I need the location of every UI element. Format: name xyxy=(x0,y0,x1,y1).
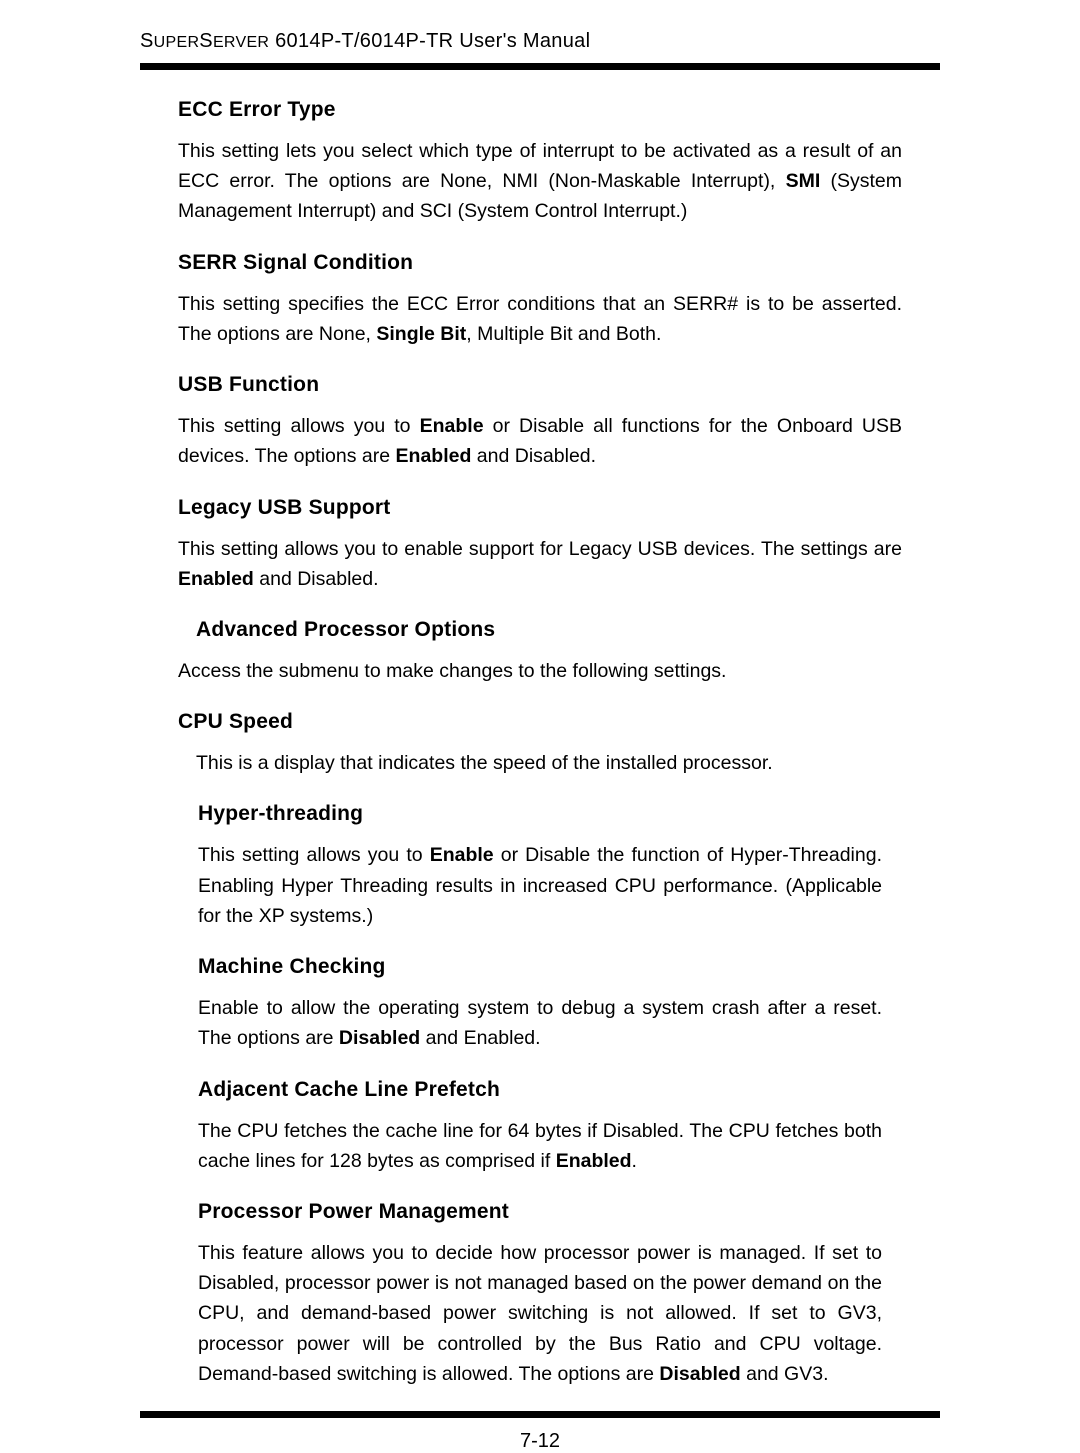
footer-rule xyxy=(140,1411,940,1418)
header-rule xyxy=(140,63,940,70)
heading-serr-signal: SERR Signal Condition xyxy=(178,251,902,275)
heading-advanced-processor: Advanced Processor Options xyxy=(178,618,902,642)
heading-legacy-usb: Legacy USB Support xyxy=(178,496,902,520)
para-advproc: Access the submenu to make changes to th… xyxy=(178,656,902,686)
document-page: SUPERSERVER 6014P-T/6014P-TR User's Manu… xyxy=(0,0,1080,1453)
para-usb: This setting allows you to Enable or Dis… xyxy=(178,411,902,471)
para-ecc: This setting lets you select which type … xyxy=(178,136,902,227)
main-content: ECC Error Type This setting lets you sel… xyxy=(140,98,940,778)
para-hyper: This setting allows you to Enable or Dis… xyxy=(198,840,882,931)
para-adjacent: The CPU fetches the cache line for 64 by… xyxy=(198,1116,882,1176)
para-machine: Enable to allow the operating system to … xyxy=(198,993,882,1053)
page-header: SUPERSERVER 6014P-T/6014P-TR User's Manu… xyxy=(140,30,940,63)
header-text: SUPERSERVER 6014P-T/6014P-TR User's Manu… xyxy=(140,30,590,52)
para-legacy: This setting allows you to enable suppor… xyxy=(178,534,902,594)
heading-usb-function: USB Function xyxy=(178,373,902,397)
heading-processor-power: Processor Power Management xyxy=(198,1200,882,1224)
indented-content: Hyper-threading This setting allows you … xyxy=(140,802,940,1389)
heading-hyper-threading: Hyper-threading xyxy=(198,802,882,826)
para-cpuspeed: This is a display that indicates the spe… xyxy=(178,748,902,778)
heading-machine-checking: Machine Checking xyxy=(198,955,882,979)
page-number: 7-12 xyxy=(140,1430,940,1453)
heading-ecc-error-type: ECC Error Type xyxy=(178,98,902,122)
para-power: This feature allows you to decide how pr… xyxy=(198,1238,882,1389)
heading-adjacent-cache: Adjacent Cache Line Prefetch xyxy=(198,1078,882,1102)
heading-cpu-speed: CPU Speed xyxy=(178,710,902,734)
para-serr: This setting specifies the ECC Error con… xyxy=(178,289,902,349)
